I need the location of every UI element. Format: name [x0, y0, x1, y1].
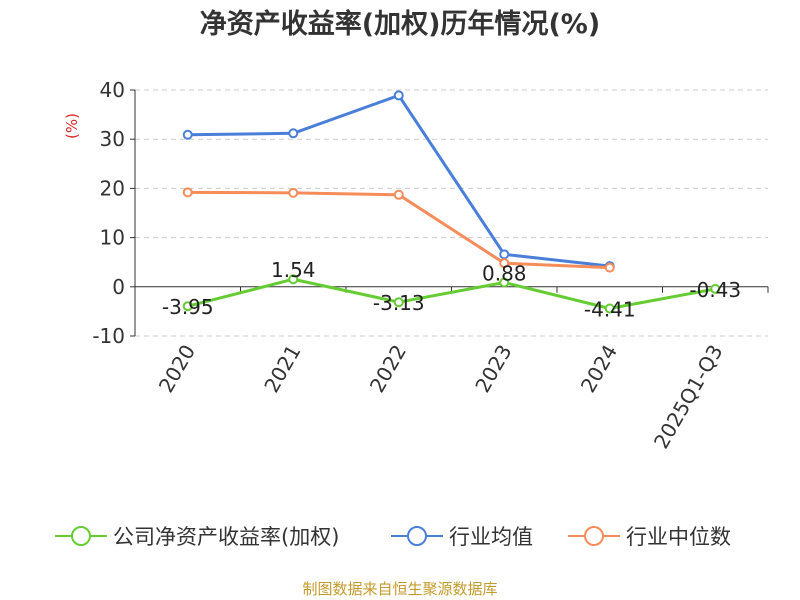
- data-point-2: [604, 262, 615, 273]
- data-label: -0.43: [689, 278, 741, 302]
- x-tick-label: 2024: [576, 341, 622, 397]
- legend-label-industry-mean: 行业均值: [449, 525, 533, 549]
- data-label: -3.13: [373, 291, 425, 315]
- legend-marker-company-roe: [55, 526, 107, 546]
- data-point-0: [604, 303, 615, 314]
- series-line-1: [187, 93, 610, 268]
- y-tick-label: 10: [100, 226, 125, 250]
- legend-label-company-roe: 公司净资产收益率(加权): [113, 525, 340, 549]
- legend-marker-industry-mean: [391, 526, 443, 546]
- y-tick-label: 40: [100, 78, 125, 102]
- legend-item-industry-mean[interactable]: 行业均值: [391, 518, 533, 554]
- x-tick-label: 2020: [154, 341, 200, 397]
- x-tick-label: 2023: [470, 341, 516, 397]
- data-point-1: [499, 249, 510, 260]
- data-point-2: [499, 258, 510, 269]
- legend-marker-industry-median: [568, 526, 620, 546]
- data-point-1: [393, 90, 404, 101]
- data-label: -3.95: [162, 295, 214, 319]
- data-label: -4.41: [584, 297, 636, 321]
- data-label: 0.88: [482, 261, 527, 285]
- y-axis-label: (%): [63, 113, 81, 139]
- legend: 公司净资产收益率(加权) 行业均值 行业中位数: [0, 518, 800, 554]
- series-line-2: [187, 190, 610, 270]
- data-point-0: [182, 301, 193, 312]
- data-point-2: [288, 187, 299, 198]
- source-note: 制图数据来自恒生聚源数据库: [302, 580, 498, 598]
- x-tick-label: 2021: [259, 341, 305, 397]
- x-tick-label: 2022: [365, 341, 411, 397]
- y-tick-label: 20: [100, 176, 125, 200]
- legend-item-company-roe[interactable]: 公司净资产收益率(加权): [55, 518, 339, 554]
- data-point-1: [288, 128, 299, 139]
- y-tick-label: -10: [92, 324, 125, 348]
- y-tick-label: 30: [100, 127, 125, 151]
- legend-item-industry-median[interactable]: 行业中位数: [568, 518, 731, 554]
- y-tick-label: 0: [112, 275, 125, 299]
- data-point-0: [710, 283, 721, 294]
- data-point-0: [393, 297, 404, 308]
- x-tick-label: 2025Q1-Q3: [649, 341, 728, 453]
- data-point-2: [182, 187, 193, 198]
- legend-label-industry-median: 行业中位数: [626, 525, 731, 549]
- data-point-0: [499, 277, 510, 288]
- chart-title: 净资产收益率(加权)历年情况(%): [199, 9, 601, 40]
- series-line-0: [187, 277, 716, 310]
- data-label: 1.54: [271, 258, 316, 282]
- data-point-1: [182, 129, 193, 140]
- data-point-2: [393, 189, 404, 200]
- data-point-0: [288, 274, 299, 285]
